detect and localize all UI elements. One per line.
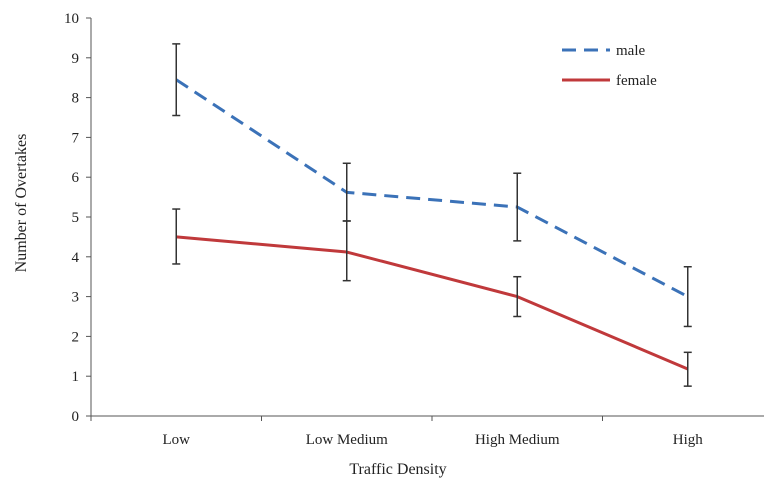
y-tick-label: 0 [72, 409, 80, 425]
y-tick-label: 3 [72, 290, 80, 306]
y-tick-label: 10 [64, 11, 79, 27]
error-bar-female [172, 208, 181, 265]
axes [90, 18, 764, 417]
y-ticks: 0 1 2 3 4 5 6 7 8 9 10 [64, 11, 91, 425]
x-tick-label: Low [163, 432, 191, 448]
series-layer [172, 43, 692, 387]
y-tick-label: 1 [72, 369, 80, 385]
y-tick-label: 4 [72, 250, 80, 266]
y-axis-title: Number of Overtakes [13, 134, 30, 273]
y-tick-label: 9 [72, 51, 80, 67]
x-ticks: Low Low Medium High Medium High [90, 416, 704, 448]
legend-label-female: female [616, 73, 657, 89]
error-bar-female [513, 275, 522, 318]
x-tick-label: Low Medium [306, 432, 388, 448]
legend-label-male: male [616, 43, 645, 59]
x-tick-label: High Medium [475, 432, 560, 448]
series-line-female [176, 235, 689, 371]
error-bar-male [513, 172, 522, 242]
error-bar-female [342, 220, 351, 282]
y-tick-label: 6 [72, 170, 80, 186]
y-tick-label: 5 [72, 210, 80, 226]
y-tick-label: 8 [72, 91, 80, 107]
y-tick-label: 2 [72, 329, 80, 345]
series-line-male [175, 78, 689, 298]
error-bar-male [172, 43, 181, 117]
legend: male female [562, 43, 657, 89]
x-tick-label: High [673, 432, 704, 448]
y-tick-label: 7 [72, 130, 80, 146]
error-bar-male [683, 266, 692, 328]
error-bar-female [683, 351, 692, 387]
x-axis-title: Traffic Density [349, 461, 446, 478]
